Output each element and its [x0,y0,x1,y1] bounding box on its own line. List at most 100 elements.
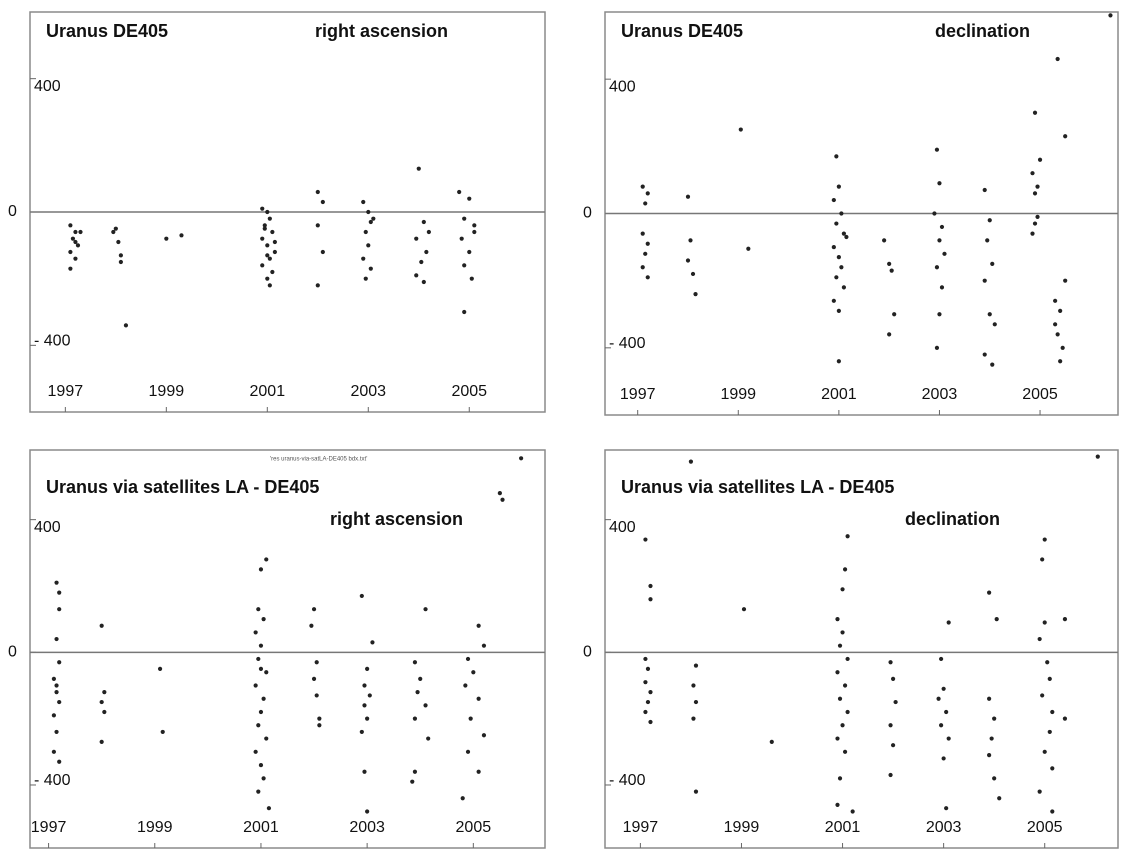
data-point [946,620,951,625]
x-tick-label: 1999 [724,819,760,836]
data-point [769,739,774,744]
data-point [519,456,524,461]
data-point [831,298,836,303]
data-point [1030,231,1035,236]
data-point [845,709,850,715]
data-point [834,154,839,159]
data-point [265,253,270,258]
data-point [256,607,261,612]
data-point [936,696,941,701]
data-point [836,308,841,313]
chart-title: Uranus DE405 [46,21,168,41]
y-tick-label: 0 [583,644,592,661]
data-point [840,630,845,635]
data-point [1062,716,1068,721]
data-point [1035,214,1040,219]
data-point [645,666,651,672]
data-point [365,666,370,672]
data-point [1042,537,1047,542]
data-point [366,243,371,248]
data-point [890,676,896,681]
data-point [314,693,319,698]
data-point [314,660,319,665]
data-point [1042,749,1047,754]
data-point [471,670,476,675]
data-point [111,229,116,235]
data-point [992,716,997,721]
data-point [987,218,992,223]
data-point [317,716,322,721]
data-point [57,607,62,612]
data-point [57,590,62,595]
data-point [1063,278,1068,283]
data-point [1045,660,1050,665]
data-point [73,256,78,261]
data-point [844,234,849,240]
data-point [412,660,418,665]
x-tick-label: 1999 [137,819,173,836]
data-point [99,699,104,705]
x-tick-label: 2005 [1022,386,1058,403]
chart-subtitle: declination [905,509,1000,529]
data-point [1053,298,1058,303]
x-tick-label: 2001 [821,386,857,403]
data-point [481,733,487,738]
data-point [1095,454,1100,459]
data-point [267,256,272,261]
data-point [889,268,894,273]
data-point [1063,134,1068,139]
data-point [270,269,275,275]
chart-subtitle: right ascension [330,509,463,529]
data-point [73,239,78,245]
data-point [1055,56,1060,62]
data-point [311,607,317,612]
data-point [835,802,840,807]
y-tick-label: - 400 [34,772,71,789]
x-tick-label: 2001 [243,819,279,836]
data-point [54,729,59,735]
annotation: 'res uranus-via-satLA-DE405 bdx.txt' [270,457,367,463]
data-point [460,796,465,801]
chart-title: Uranus DE405 [621,21,743,41]
data-point [465,656,471,662]
data-point [987,312,992,317]
data-point [266,806,272,811]
data-point [476,696,481,701]
data-point [648,583,653,589]
data-point [424,249,429,255]
data-point [123,323,129,328]
x-tick-label: 2005 [1027,819,1063,836]
data-point [270,229,275,235]
data-point [890,743,896,748]
data-point [57,699,62,705]
data-point [839,265,844,270]
data-point [982,187,987,193]
data-point [157,666,163,672]
data-point [837,643,843,648]
data-point [1037,789,1042,794]
data-point [469,276,474,281]
data-point [997,796,1002,801]
data-point [459,236,464,241]
data-point [1037,157,1043,162]
data-point [261,696,266,701]
data-point [841,231,846,236]
x-tick-label: 1997 [620,386,656,403]
x-tick-label: 1997 [623,819,659,836]
x-tick-label: 2001 [825,819,861,836]
data-point [643,709,648,715]
data-point [102,709,107,715]
data-point [362,769,367,774]
data-point [840,723,845,728]
data-point [1047,676,1052,681]
data-point [57,660,62,665]
data-point [462,263,467,268]
data-point [426,229,431,235]
data-point [840,587,845,592]
data-point [164,236,169,241]
data-point [366,209,371,215]
y-tick-label: 0 [8,203,17,220]
data-point [253,630,258,635]
data-point [1032,221,1038,226]
